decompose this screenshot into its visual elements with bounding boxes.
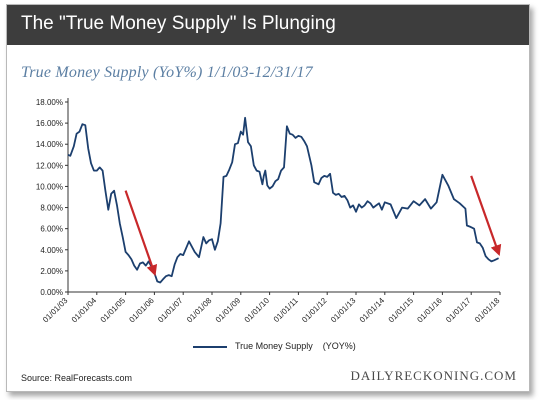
y-tick-label: 8.00% [40, 204, 63, 213]
series-line-true-money-supply [67, 116, 499, 284]
y-tick-label: 12.00% [36, 161, 63, 170]
x-tick-label: 01/01/18 [473, 296, 502, 325]
decline-arrow [124, 190, 158, 277]
x-tick-label: 01/01/13 [329, 296, 358, 325]
x-tick-label: 01/01/03 [41, 296, 70, 325]
y-tick-label: 4.00% [40, 246, 63, 255]
page-title: The "True Money Supply" Is Plunging [21, 13, 336, 34]
x-tick-label: 01/01/07 [156, 296, 185, 325]
y-tick-label: 0.00% [40, 288, 63, 297]
brand-logo: DAILYRECKONING.COM [350, 368, 517, 383]
chart-title: True Money Supply (YoY%) 1/1/03-12/31/17 [21, 64, 313, 81]
header-bar: The "True Money Supply" Is Plunging [7, 5, 529, 45]
y-tick-label: 16.00% [36, 119, 63, 128]
x-tick-label: 01/01/14 [358, 296, 387, 325]
y-tick-label: 2.00% [40, 267, 63, 276]
x-tick-label: 01/01/08 [185, 296, 214, 325]
decline-arrow [470, 175, 502, 257]
chart-card: The "True Money Supply" Is Plunging True… [6, 4, 530, 392]
legend: True Money Supply (YOY%) [193, 341, 356, 351]
y-tick-label: 10.00% [36, 182, 63, 191]
legend-unit: (YOY%) [322, 341, 356, 351]
x-tick-label: 01/01/09 [214, 296, 243, 325]
x-tick-label: 01/01/04 [70, 296, 99, 325]
line-chart: 0.00% 2.00% 4.00% 6.00% 8.00% 10.00% 12.00% 14.… [36, 98, 502, 325]
x-tick-label: 01/01/12 [300, 296, 329, 325]
x-tick-label: 01/01/16 [415, 296, 444, 325]
source-note: Source: RealForecasts.com [21, 373, 133, 383]
x-tick-label: 01/01/11 [272, 296, 300, 324]
legend-swatch [193, 345, 227, 348]
legend-label: True Money Supply [235, 341, 313, 351]
x-tick-label: 01/01/10 [243, 296, 272, 325]
x-tick-label: 01/01/05 [99, 296, 128, 325]
y-tick-label: 14.00% [36, 140, 63, 149]
y-tick-label: 6.00% [40, 225, 63, 234]
x-tick-label: 01/01/15 [387, 296, 416, 325]
x-tick-label: 01/01/17 [444, 296, 473, 325]
y-tick-label: 18.00% [36, 98, 63, 107]
x-tick-label: 01/01/06 [127, 296, 156, 325]
